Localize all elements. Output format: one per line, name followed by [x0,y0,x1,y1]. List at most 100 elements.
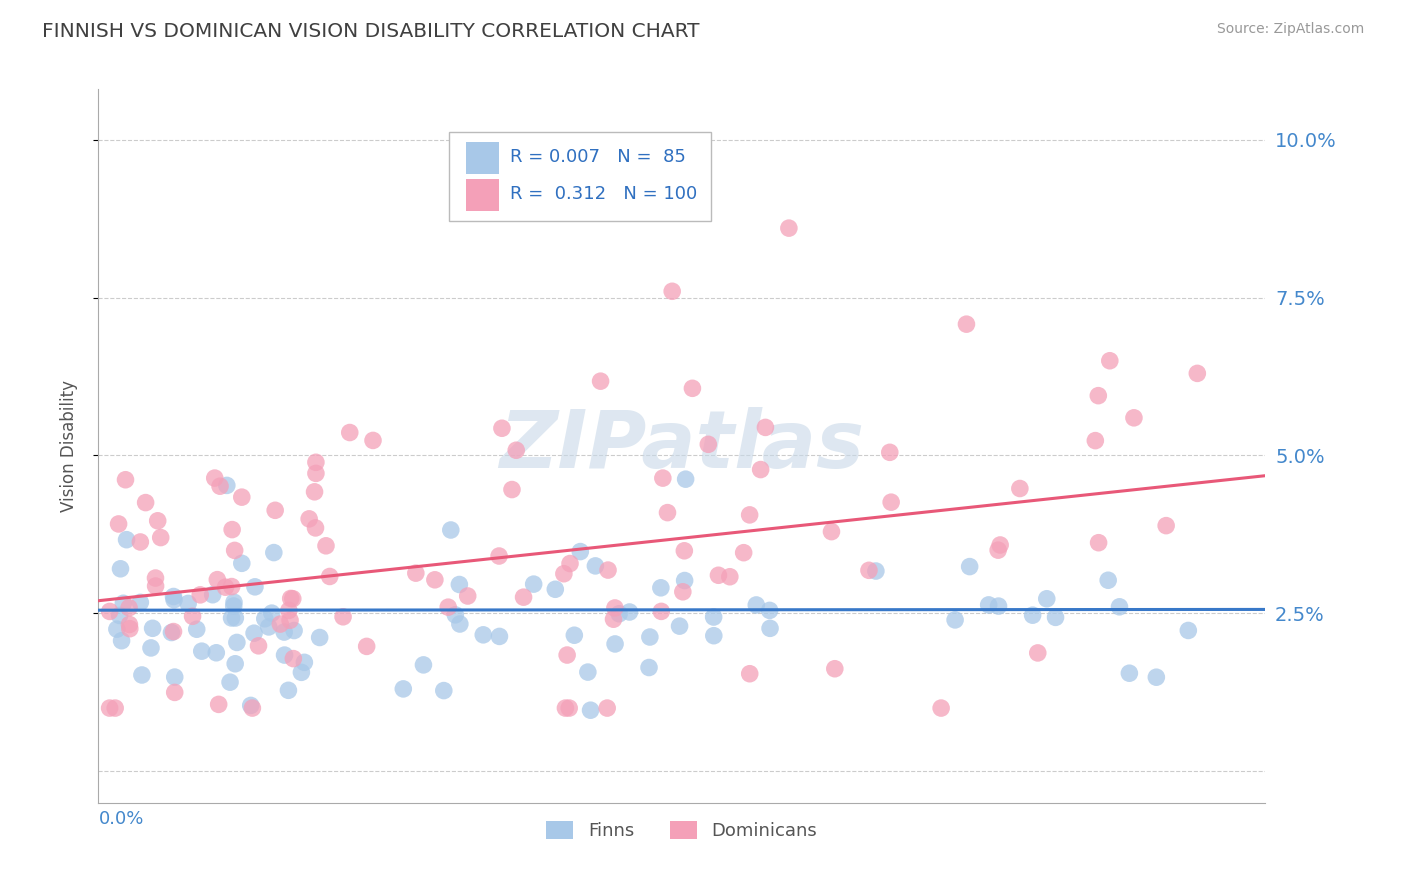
Point [865,564,887,578]
Point [457,589,479,603]
Point [558,557,581,571]
Point [661,285,683,299]
Point [163,685,186,699]
Point [160,625,183,640]
Point [569,544,592,558]
Point [1045,610,1067,624]
Point [433,683,456,698]
Legend: Finns, Dominicans: Finns, Dominicans [538,814,825,847]
Point [177,596,200,610]
Point [273,625,295,640]
Point [110,562,132,576]
Point [269,617,291,632]
Point [488,629,510,643]
Point [104,701,127,715]
Point [98,701,121,715]
Point [988,538,1011,552]
Point [163,592,186,607]
Point [657,506,679,520]
Point [523,577,546,591]
Point [139,640,162,655]
Point [243,580,266,594]
Point [356,640,378,654]
Point [305,467,328,481]
Point [977,598,1000,612]
Point [260,606,283,620]
Point [118,622,141,636]
Point [240,701,263,715]
Point [1084,434,1107,448]
Point [115,533,138,547]
Point [222,599,245,613]
Point [283,624,305,638]
Point [145,579,167,593]
Point [412,657,434,672]
Point [214,580,236,594]
Point [607,607,630,621]
Point [201,588,224,602]
Point [929,701,952,715]
Point [668,619,690,633]
Point [596,701,619,715]
Point [1177,624,1199,638]
Point [759,621,782,635]
Point [277,683,299,698]
Point [225,635,247,649]
Point [292,656,315,670]
Point [181,609,204,624]
Point [298,512,321,526]
Point [1123,410,1146,425]
Point [824,662,846,676]
Point [673,574,696,588]
Point [224,611,246,625]
Point [738,508,761,522]
Point [332,609,354,624]
Point [758,603,780,617]
Point [257,620,280,634]
Point [105,622,128,636]
Point [215,478,238,492]
Point [114,473,136,487]
Point [562,628,585,642]
Point [449,617,471,632]
Point [858,563,880,577]
Point [281,591,304,606]
Point [675,472,697,486]
Point [129,535,152,549]
FancyBboxPatch shape [465,143,499,175]
Point [651,471,673,485]
Point [188,588,211,602]
Point [162,624,184,639]
Point [488,549,510,563]
Point [544,582,567,597]
Point [243,626,266,640]
Point [472,628,495,642]
Point [738,666,761,681]
Point [880,495,903,509]
Point [247,639,270,653]
Text: Source: ZipAtlas.com: Source: ZipAtlas.com [1216,22,1364,37]
Point [263,545,285,559]
Point [1087,535,1109,549]
Point [1108,599,1130,614]
Point [558,701,581,715]
Point [681,381,703,395]
Point [703,629,725,643]
Point [305,455,328,469]
Point [1008,482,1031,496]
Point [501,483,523,497]
FancyBboxPatch shape [465,179,499,211]
Point [603,601,626,615]
Point [583,558,606,573]
Point [107,516,129,531]
Point [778,221,800,235]
Point [219,675,242,690]
Point [638,630,661,644]
Point [283,651,305,665]
Point [190,644,212,658]
Point [146,514,169,528]
Point [596,563,619,577]
Point [1021,608,1043,623]
Point [697,437,720,451]
Point [110,633,132,648]
